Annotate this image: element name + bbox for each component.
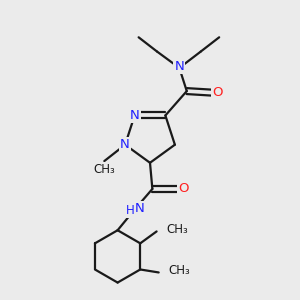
Text: N: N: [130, 109, 140, 122]
Text: CH₃: CH₃: [166, 224, 188, 236]
Text: N: N: [175, 60, 184, 73]
Text: H: H: [126, 204, 135, 217]
Text: N: N: [135, 202, 145, 215]
Text: N: N: [120, 138, 130, 151]
Text: CH₃: CH₃: [93, 163, 115, 176]
Text: O: O: [212, 86, 223, 99]
Text: CH₃: CH₃: [168, 265, 190, 278]
Text: O: O: [178, 182, 188, 195]
